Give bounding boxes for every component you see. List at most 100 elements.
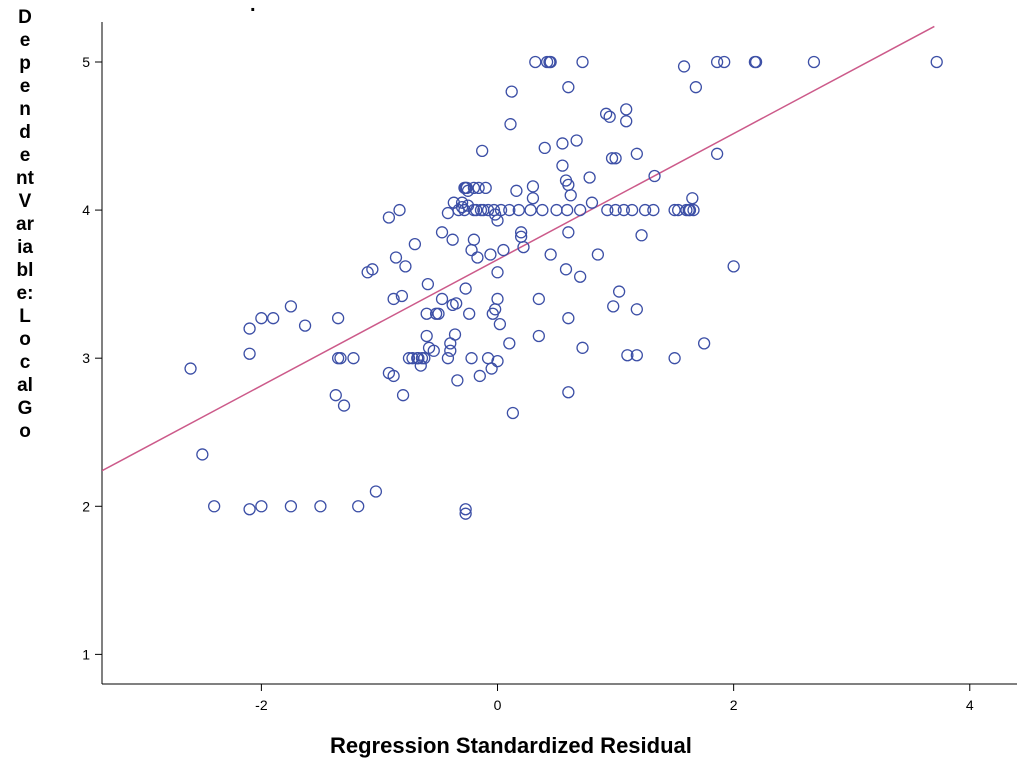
scatter-point	[620, 115, 633, 128]
scatter-point	[510, 184, 523, 197]
scatter-point	[432, 307, 445, 320]
scatter-point	[576, 341, 589, 354]
scatter-point	[550, 203, 563, 217]
scatter-point	[347, 352, 360, 365]
scatter-point	[494, 203, 508, 217]
y-tick-label: 3	[82, 350, 90, 366]
scatter-point	[807, 55, 821, 69]
y-axis-label-fragment: al	[17, 375, 33, 396]
scatter-point	[484, 248, 497, 261]
scatter-point	[208, 500, 221, 513]
scatter-point	[559, 263, 573, 276]
scatter-point	[609, 152, 622, 165]
y-axis-label-fragment: p	[19, 53, 31, 74]
x-axis-label: Regression Standardized Residual	[330, 733, 692, 758]
scatter-point	[387, 369, 400, 383]
scatter-point	[459, 507, 472, 520]
scatter-point	[329, 389, 342, 402]
scatter-point	[420, 307, 433, 320]
scatter-point	[638, 203, 652, 217]
y-axis-label-fragment: L	[19, 306, 31, 327]
scatter-point	[337, 399, 351, 412]
scatter-point	[435, 292, 449, 306]
scatter-point	[465, 352, 478, 365]
scatter-point	[455, 200, 469, 214]
scatter-point	[402, 352, 416, 365]
scatter-point	[689, 81, 703, 94]
scatter-point	[267, 312, 280, 325]
scatter-point	[697, 337, 711, 350]
scatter-point	[393, 203, 406, 217]
scatter-point	[491, 292, 504, 306]
scatter-point	[441, 352, 455, 365]
scatter-point	[255, 500, 268, 513]
scatter-point	[562, 226, 575, 239]
scatter-point	[686, 192, 699, 205]
scatter-point	[481, 203, 495, 217]
scatter-point	[617, 203, 630, 217]
scatter-point	[458, 203, 471, 217]
scatter-point	[605, 152, 619, 165]
scatter-point	[526, 192, 540, 205]
scatter-point	[491, 354, 504, 368]
scatter-point	[463, 307, 476, 320]
scatter-point	[574, 203, 587, 217]
scatter-point	[603, 110, 616, 123]
y-tick-label: 2	[82, 498, 90, 514]
scatter-point	[524, 203, 537, 217]
scatter-point	[585, 196, 599, 209]
scatter-point	[538, 141, 551, 155]
scatter-point	[479, 181, 492, 195]
scatter-point	[677, 60, 691, 73]
x-tick-label: -2	[255, 697, 268, 713]
scatter-point	[556, 159, 569, 172]
scatter-point	[243, 503, 256, 516]
y-tick-label: 5	[82, 54, 90, 70]
x-tick-label: 2	[730, 697, 738, 713]
scatter-point	[255, 312, 268, 325]
scatter-point	[599, 107, 613, 120]
y-axis-label-fragment: nt	[16, 168, 34, 189]
scatter-point	[369, 485, 383, 498]
y-axis-label-fragment: o	[19, 421, 31, 442]
scatter-point	[418, 352, 431, 365]
scatter-point	[607, 300, 620, 313]
scatter-point	[591, 248, 605, 261]
scatter-point	[668, 352, 681, 365]
scatter-point	[727, 260, 740, 273]
scatter-point	[366, 263, 379, 276]
scatter-point	[625, 203, 639, 217]
scatter-point	[536, 203, 549, 217]
scatter-point	[561, 203, 574, 217]
scatter-point	[331, 352, 345, 365]
scatter-point	[399, 260, 412, 273]
scatter-point	[396, 389, 410, 402]
scatter-point	[389, 251, 403, 264]
y-axis-label-fragment: o	[19, 329, 31, 350]
scatter-point	[718, 55, 731, 69]
scatter-point	[505, 85, 518, 98]
scatter-point	[514, 226, 528, 239]
y-axis-label-fragment: V	[18, 191, 32, 212]
scatter-point	[630, 147, 643, 160]
scatter-point	[408, 237, 422, 251]
scatter-point	[314, 500, 327, 513]
scatter-point	[459, 282, 472, 295]
scatter-point	[710, 55, 724, 69]
scatter-point	[421, 277, 435, 291]
y-axis-label-fragment: c	[19, 352, 31, 373]
scatter-point	[562, 386, 575, 399]
scatter-point	[749, 55, 763, 69]
y-axis-label-fragment: e	[19, 145, 31, 166]
y-axis-label-fragment: bl	[16, 260, 34, 281]
scatter-point	[562, 312, 575, 325]
scatter-point	[382, 211, 396, 224]
scatter-point	[196, 448, 209, 461]
scatter-point	[472, 181, 485, 195]
scatter-point	[504, 118, 517, 131]
scatter-point	[476, 144, 489, 157]
scatter-point	[485, 362, 498, 375]
y-axis-label-fragment: d	[19, 122, 31, 143]
scatter-point	[395, 289, 409, 303]
scatter-point	[574, 270, 587, 283]
